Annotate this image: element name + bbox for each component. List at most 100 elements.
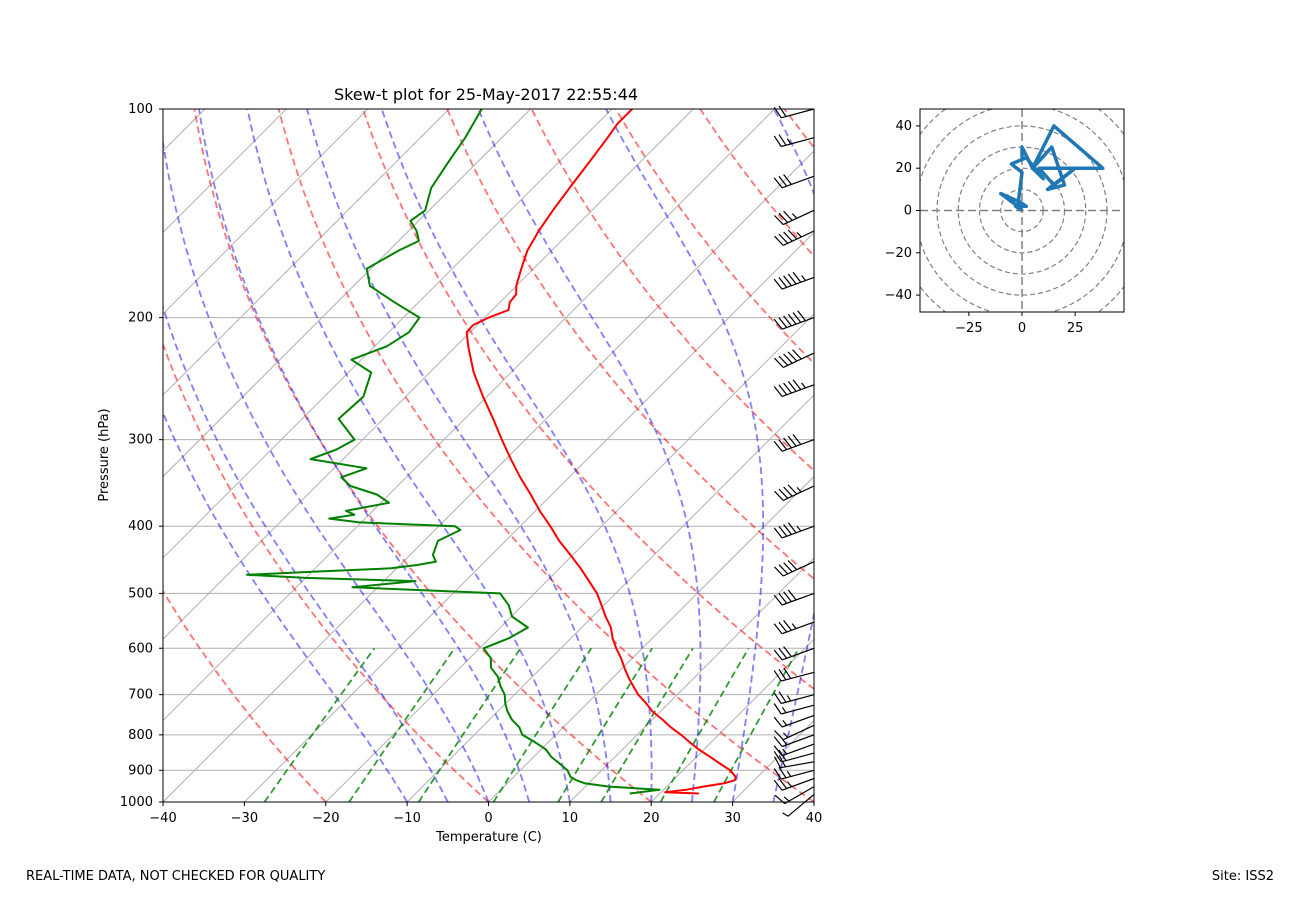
x-tick-label--10: −10: [393, 811, 420, 826]
isotherm-line: [325, 313, 814, 802]
wind-barb: [774, 484, 815, 501]
wind-barb: [773, 777, 815, 791]
hodograph-line: [999, 124, 1105, 212]
mixing-ratio-line: [417, 647, 522, 802]
isotherm-line: [244, 231, 814, 802]
moist-adiabat-line: [163, 137, 490, 802]
wind-barb: [782, 793, 815, 817]
y-tick-label-400: 400: [128, 519, 153, 534]
dry-adiabat-line: [362, 109, 814, 691]
wind-barb: [773, 310, 815, 330]
hodograph-y-tick-label: −40: [885, 288, 912, 303]
isotherm-line: [406, 394, 814, 802]
moist-adiabat-line: [163, 410, 408, 802]
hodograph-panel: −25 0 25 −40 −20 0 20 40: [885, 108, 1125, 336]
isotherm-line: [163, 109, 450, 396]
hodograph-y-tick-label: 40: [895, 119, 912, 134]
mixing-ratio-line: [348, 647, 456, 802]
hodograph-x-tick-label: 25: [1067, 321, 1084, 336]
mixing-ratio-line: [492, 647, 593, 802]
y-tick-label-300: 300: [128, 433, 153, 448]
dry-adiabat-line: [699, 109, 814, 258]
x-tick-label-20: 20: [643, 811, 660, 826]
dewpoint-series: [246, 109, 661, 795]
wind-barb: [773, 105, 815, 119]
mixing-ratio-line: [263, 647, 376, 802]
isotherm-line: [163, 109, 369, 315]
mixing-ratio-line: [557, 647, 653, 802]
hodograph-y-tick-label: −20: [885, 246, 912, 261]
moist-adiabat-line: [813, 798, 814, 802]
isotherm-line: [650, 638, 814, 802]
wind-barb: [773, 766, 815, 780]
wind-barb: [774, 560, 815, 577]
temperature-series: [465, 109, 737, 795]
wind-barb: [773, 646, 815, 661]
wind-barb: [773, 134, 815, 148]
mixing-ratio-line: [659, 647, 750, 802]
y-tick-label-700: 700: [128, 688, 153, 703]
moist-adiabat-line: [380, 109, 653, 802]
wind-barb: [774, 724, 815, 741]
wind-barb: [773, 703, 815, 715]
dry-adiabats: [163, 109, 814, 802]
hodograph-x-tick-label: −25: [955, 321, 982, 336]
moist-adiabat-line: [246, 109, 571, 802]
wind-barb: [773, 667, 815, 682]
wind-barb: [773, 691, 815, 705]
x-tick-label--30: −30: [231, 811, 258, 826]
mixing-ratio-line: [600, 647, 694, 802]
dry-adiabat-line: [163, 341, 490, 802]
pressure-grid: [163, 109, 814, 802]
y-axis-ticks: 1000 900 800 700 600 500 400 300 200 100: [120, 102, 163, 810]
y-tick-label-1000: 1000: [120, 795, 153, 810]
x-tick-label-30: 30: [724, 811, 741, 826]
skewt-plot-frame: [162, 108, 815, 803]
hodograph-y-ticks: −40 −20 0 20 40: [885, 119, 920, 303]
y-axis-label: Pressure (hPa): [97, 408, 112, 501]
hodograph-y-tick-label: 20: [895, 161, 912, 176]
moist-adiabat-line: [477, 109, 702, 802]
wind-barb: [773, 271, 815, 290]
isotherm-line: [569, 557, 814, 802]
moist-adiabat-line: [163, 304, 449, 802]
wind-barb: [773, 743, 815, 757]
site-label: Site: ISS2: [1211, 869, 1274, 884]
skewt-panel: −40 −30 −20 −10 0 10 20 30 40 1000 900 800 700 600 50…: [97, 85, 823, 845]
x-tick-label-40: 40: [806, 811, 823, 826]
wind-barb: [773, 522, 815, 539]
wind-barb: [773, 620, 815, 635]
isotherm-line: [163, 109, 287, 234]
wind-barb: [773, 589, 815, 606]
isotherm-line: [732, 719, 814, 802]
wind-barb: [773, 714, 815, 728]
isotherm-line: [488, 475, 814, 802]
wind-barb: [773, 174, 815, 189]
hodograph-y-tick-label: 0: [904, 204, 912, 219]
hodograph-x-tick-label: 0: [1018, 321, 1026, 336]
wind-barb: [773, 379, 815, 397]
x-tick-label--40: −40: [149, 811, 176, 826]
y-tick-label-600: 600: [128, 641, 153, 656]
isotherm-line: [163, 109, 775, 722]
isotherm-line: [163, 109, 694, 641]
moist-adiabat-line: [198, 109, 531, 802]
y-tick-label-200: 200: [128, 311, 153, 326]
isotherm-line: [163, 109, 531, 478]
x-tick-label--20: −20: [312, 811, 339, 826]
mixing-ratio-line: [713, 647, 800, 802]
x-axis-label: Temperature (C): [435, 830, 542, 845]
mixing-ratio-lines: [263, 647, 800, 802]
dewpoint-line: [246, 109, 661, 795]
wind-barbs: [773, 105, 815, 817]
y-tick-label-900: 900: [128, 763, 153, 778]
moist-adiabat-line: [605, 109, 765, 802]
wind-barb: [774, 209, 815, 226]
data-quality-disclaimer: REAL-TIME DATA, NOT CHECKED FOR QUALITY: [26, 869, 326, 884]
y-tick-label-500: 500: [128, 586, 153, 601]
dry-adiabat-line: [783, 109, 814, 149]
moist-adiabat-line: [306, 109, 612, 802]
dry-adiabat-line: [277, 109, 814, 802]
skewed-isotherms: [163, 109, 814, 802]
